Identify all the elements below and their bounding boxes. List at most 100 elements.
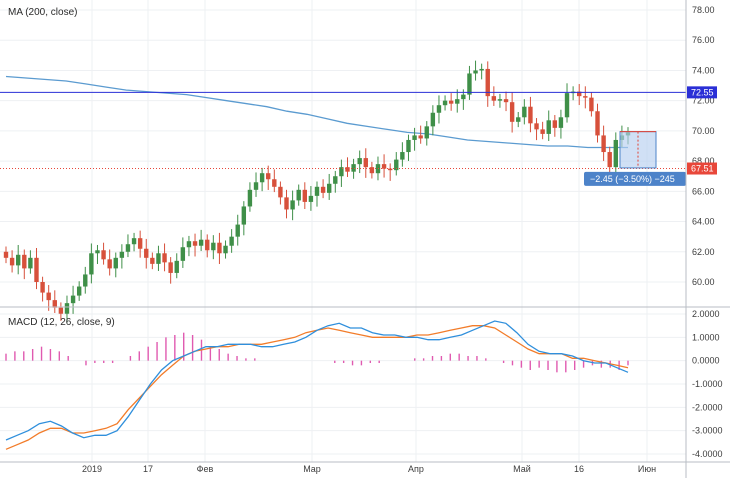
candle-body — [259, 173, 265, 183]
measure-label-background — [584, 171, 686, 186]
candle-body — [394, 159, 399, 171]
candle-body — [272, 179, 277, 187]
price-tick-label: 66.00 — [692, 186, 715, 196]
candle-body — [461, 94, 466, 100]
candle-body — [162, 253, 167, 263]
candle-body — [351, 164, 356, 172]
candle-body — [76, 286, 82, 296]
macd-tick-label: 0.0000 — [692, 356, 720, 366]
candle-body — [284, 197, 289, 210]
candle-body — [552, 120, 558, 128]
candle-body — [363, 158, 368, 168]
candle-body — [137, 238, 143, 249]
candle-body — [326, 183, 332, 193]
candle-body — [387, 168, 393, 171]
candle-body — [473, 70, 478, 74]
time-scale[interactable]: 2019 17 Фев Мар Апр Май 16 Июн — [82, 464, 656, 474]
candle-body — [308, 195, 314, 202]
ma-legend[interactable]: MA (200, close) — [8, 7, 77, 18]
red-level-tag-bg — [687, 162, 717, 175]
ma-line-layer — [5, 75, 628, 149]
time-tick-label: Фев — [197, 464, 214, 474]
candle-body — [509, 102, 515, 122]
candle-body — [290, 200, 295, 210]
candle-body — [95, 250, 100, 254]
candle-body — [448, 100, 454, 104]
candle-body — [266, 173, 271, 180]
macd-grid — [0, 307, 686, 462]
candle-body — [186, 241, 192, 248]
candle-body — [430, 112, 436, 127]
blue-level-tag: 72.55 — [687, 86, 717, 99]
price-tick-label: 74.00 — [692, 65, 715, 75]
blue-level-tag-bg — [687, 86, 717, 99]
candle-body — [375, 164, 381, 174]
time-tick-label: Май — [513, 464, 531, 474]
blue-level-tag-label: 72.55 — [691, 87, 714, 97]
candle-body — [101, 250, 106, 260]
price-tick-label: 60.00 — [692, 277, 715, 287]
candle-body — [52, 300, 57, 308]
candle-body — [229, 236, 234, 246]
candle-body — [558, 117, 564, 128]
candle-body — [131, 238, 137, 245]
candle-body — [424, 126, 429, 139]
candle-body — [89, 253, 94, 275]
candle-body — [125, 244, 131, 252]
candle-body — [168, 262, 173, 273]
measure-tool[interactable]: −2.45 (−3.50%) −245 — [584, 131, 686, 186]
price-scale[interactable]: 78.00 76.00 74.00 72.00 70.00 68.00 66.00 64.00… — [692, 5, 715, 287]
candle-body — [144, 248, 149, 258]
candle-body — [253, 182, 259, 190]
measure-label: −2.45 (−3.50%) −245 — [590, 174, 675, 184]
candle-body — [522, 106, 527, 118]
candle-body — [503, 99, 509, 103]
candles-layer — [3, 60, 631, 323]
candle-body — [333, 176, 338, 184]
candle-body — [150, 257, 155, 264]
candle-body — [28, 257, 33, 269]
time-tick-label: Апр — [408, 464, 424, 474]
candle-body — [223, 245, 228, 254]
candle-body — [412, 135, 417, 140]
macd-scale[interactable]: 2.0000 1.0000 0.0000 -1.0000 -2.0000 -3.0000 -… — [692, 309, 723, 459]
candle-body — [613, 139, 619, 168]
candle-body — [406, 139, 411, 153]
candle-body — [369, 167, 375, 174]
candle-body — [211, 242, 216, 251]
candle-body — [192, 241, 198, 246]
candle-body — [595, 111, 600, 136]
candle-body — [442, 100, 448, 106]
candle-body — [180, 247, 186, 261]
macd-tick-label: -3.0000 — [692, 426, 723, 436]
candle-body — [546, 120, 551, 134]
macd-legend[interactable]: MACD (12, 26, close, 9) — [8, 317, 115, 328]
time-tick-label: 17 — [143, 464, 153, 474]
candle-body — [607, 152, 612, 168]
price-tick-label: 76.00 — [692, 35, 715, 45]
candle-body — [467, 73, 472, 95]
candle-body — [345, 167, 350, 172]
candle-body — [601, 135, 606, 153]
candle-body — [436, 105, 442, 113]
candle-body — [540, 129, 545, 134]
candle-body — [320, 186, 326, 193]
candle-body — [564, 93, 570, 118]
candle-body — [15, 254, 21, 266]
candle-body — [497, 99, 503, 101]
time-tick-label: Мар — [303, 464, 321, 474]
macd-tick-label: -2.0000 — [692, 402, 723, 412]
candle-body — [577, 91, 582, 97]
time-tick-label: Июн — [638, 464, 656, 474]
candle-body — [9, 257, 15, 266]
price-tick-label: 68.00 — [692, 156, 715, 166]
red-level-tag: 67.51 — [687, 162, 717, 175]
candle-body — [70, 295, 76, 304]
candle-body — [381, 164, 387, 169]
candle-body — [205, 239, 210, 251]
candle-body — [156, 253, 161, 264]
candle-body — [107, 259, 112, 269]
candle-body — [241, 206, 247, 225]
candle-body — [217, 242, 222, 254]
